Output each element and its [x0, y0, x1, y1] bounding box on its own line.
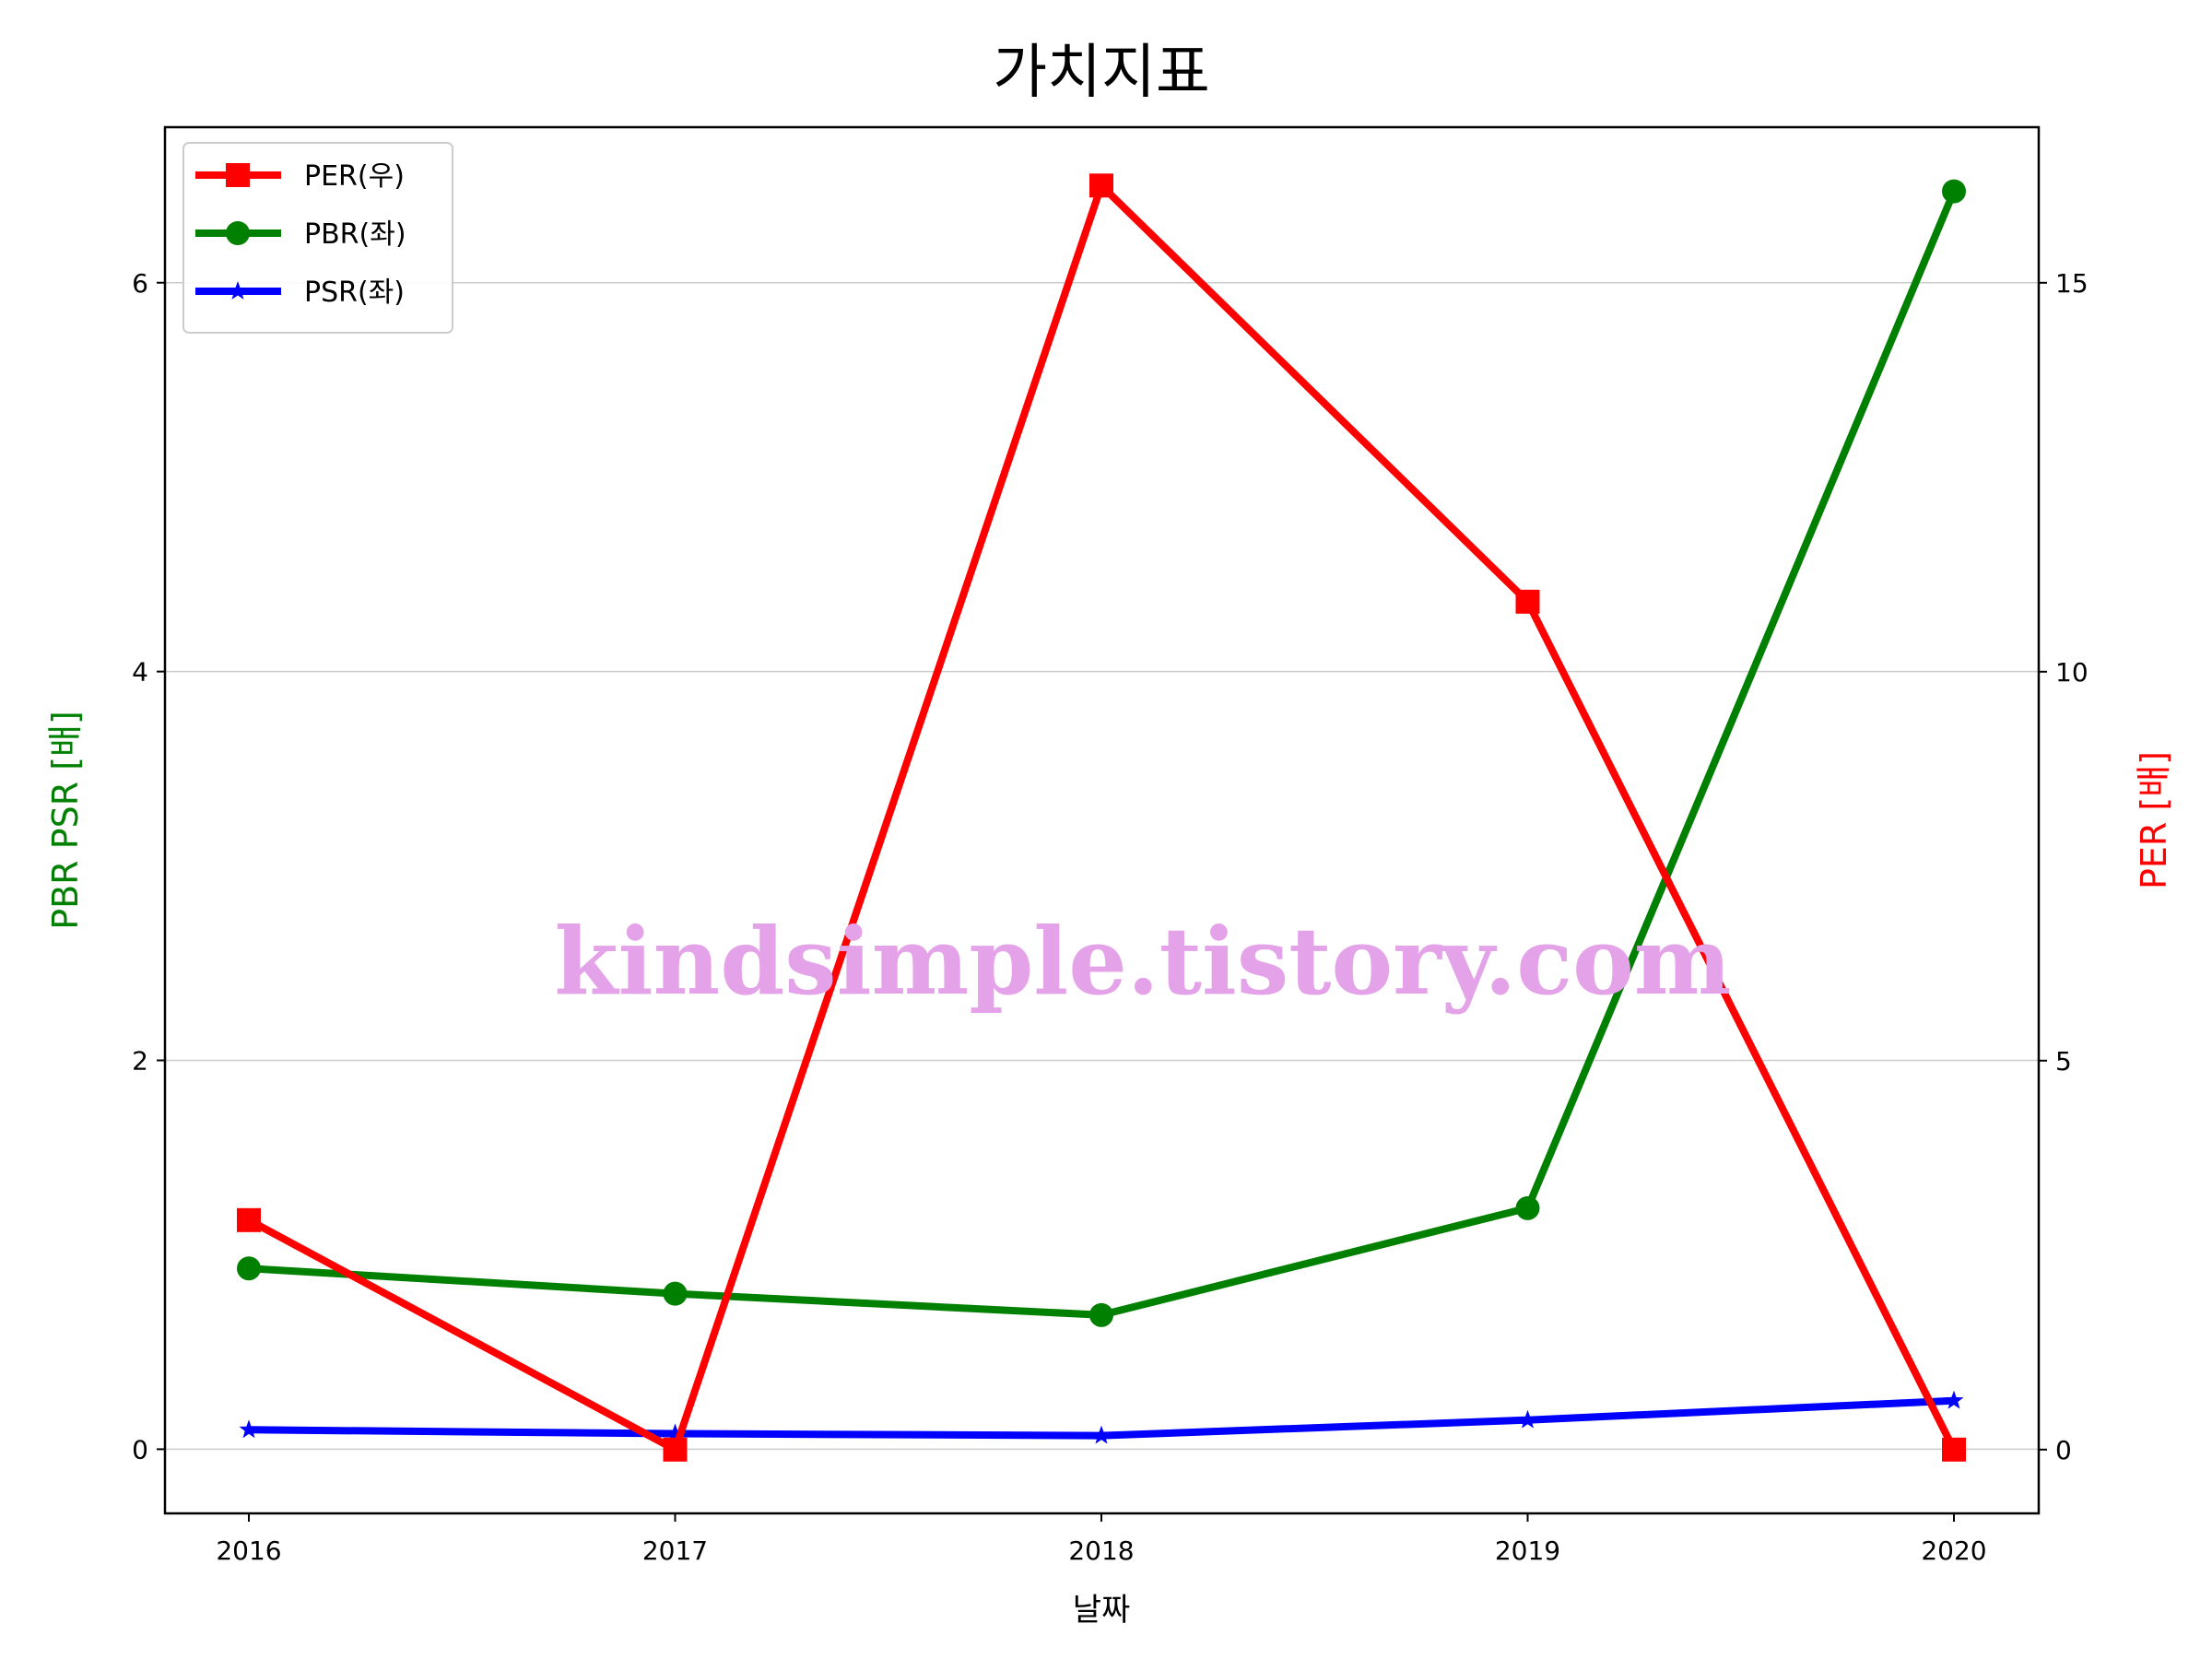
- x-tick-label: 2020: [1921, 1535, 1986, 1566]
- axis-ticks: 0 2 4 6 0 5 10 15 2016 2017 2018 2019 2020: [132, 268, 2088, 1566]
- y-right-tick-label: 0: [2055, 1435, 2072, 1465]
- psr-star-marker: [1944, 1390, 1964, 1409]
- legend-per-label: PER(우): [304, 160, 405, 193]
- y-left-tick-label: 2: [132, 1046, 148, 1077]
- y-left-tick-label: 6: [132, 268, 148, 299]
- x-tick-label: 2019: [1495, 1535, 1560, 1566]
- per-square-marker: [237, 1207, 261, 1232]
- legend-psr-label: PSR(좌): [304, 276, 405, 309]
- gridlines: [165, 282, 2039, 1451]
- per-square-marker: [1089, 173, 1113, 198]
- y-axis-right-title: PER [배]: [2134, 751, 2174, 889]
- x-tick-label: 2017: [642, 1535, 708, 1566]
- y-axis-left-title: PBR PSR [배]: [45, 711, 86, 930]
- per-square-marker: [1942, 1437, 1966, 1462]
- watermark: kindsimple.tistory.com: [554, 907, 1731, 1016]
- pbr-circle-marker: [1942, 179, 1966, 204]
- legend-pbr-circle-marker: [226, 221, 250, 245]
- x-axis-title: 날짜: [1073, 1592, 1131, 1629]
- per-series-line: [247, 182, 1958, 1453]
- psr-star-marker: [665, 1423, 685, 1442]
- y-left-tick-label: 0: [132, 1434, 148, 1465]
- legend-per-square-marker: [226, 163, 250, 187]
- pbr-circle-marker: [237, 1256, 261, 1281]
- psr-star-marker: [1091, 1425, 1112, 1444]
- pbr-circle-marker: [663, 1281, 688, 1306]
- legend-psr-star-marker: [228, 281, 248, 300]
- psr-star-marker: [239, 1419, 259, 1439]
- y-right-tick-label: 15: [2055, 268, 2088, 299]
- chart-title: 가치지표: [993, 39, 1210, 107]
- legend: PER(우) PBR(좌) PSR(좌): [182, 142, 453, 334]
- pbr-series-line: [248, 190, 1958, 1319]
- pbr-circle-marker: [1089, 1302, 1113, 1327]
- legend-box: [182, 142, 453, 334]
- y-right-tick-label: 5: [2055, 1046, 2072, 1077]
- per-square-marker: [1515, 589, 1540, 614]
- y-right-tick-label: 10: [2055, 657, 2088, 688]
- x-tick-label: 2018: [1068, 1535, 1134, 1566]
- per-square-marker: [663, 1437, 688, 1462]
- psr-star-marker: [1518, 1409, 1537, 1429]
- x-tick-label: 2016: [216, 1535, 281, 1566]
- legend-pbr-label: PBR(좌): [304, 218, 406, 251]
- y-left-tick-label: 4: [132, 657, 148, 688]
- series-layer: [237, 173, 1966, 1462]
- pbr-circle-marker: [1515, 1195, 1540, 1220]
